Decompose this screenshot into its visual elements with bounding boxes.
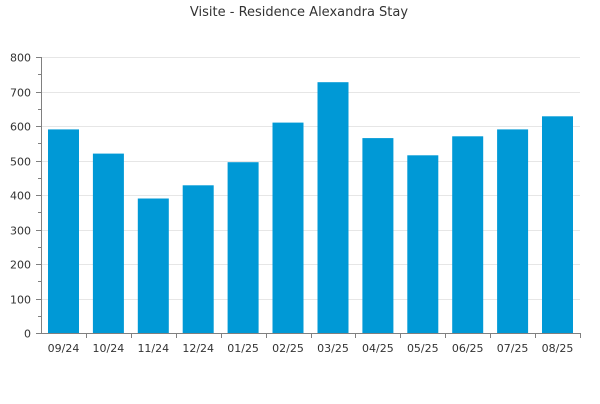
x-tick-label-02-25: 02/25 <box>272 342 304 355</box>
bar-01-25[interactable] <box>227 162 259 333</box>
y-tick-label-300: 300 <box>10 225 31 238</box>
x-tick-label-09-24: 09/24 <box>48 342 80 355</box>
y-tick-labels: 0 100 200 300 400 500 600 700 800 <box>10 52 31 341</box>
bar-08-25[interactable] <box>542 116 573 333</box>
y-tick-label-400: 400 <box>10 190 31 203</box>
bar-09-24[interactable] <box>48 129 79 333</box>
y-tick-label-700: 700 <box>10 87 31 100</box>
x-tick-label-11-24: 11/24 <box>137 342 169 355</box>
bar-02-25[interactable] <box>272 122 304 333</box>
bar-04-25[interactable] <box>362 138 394 333</box>
x-tick-labels: 09/24 10/24 11/24 12/24 01/25 02/25 03/25 04/25… <box>48 342 574 355</box>
x-tick-label-08-25: 08/25 <box>542 342 574 355</box>
x-tick-label-04-25: 04/25 <box>362 342 394 355</box>
x-tick-label-03-25: 03/25 <box>317 342 349 355</box>
bars <box>48 82 573 333</box>
x-tick-label-05-25: 05/25 <box>407 342 439 355</box>
bar-12-24[interactable] <box>182 185 214 333</box>
x-tick-label-01-25: 01/25 <box>227 342 259 355</box>
bar-11-24[interactable] <box>137 198 169 334</box>
x-tick-label-07-25: 07/25 <box>497 342 529 355</box>
x-tick-label-12-24: 12/24 <box>182 342 214 355</box>
bar-10-24[interactable] <box>92 153 124 333</box>
x-tick-label-10-24: 10/24 <box>93 342 125 355</box>
grid-lines <box>41 57 580 300</box>
bar-05-25[interactable] <box>407 155 439 333</box>
bar-06-25[interactable] <box>452 136 484 333</box>
chart-title: Visite - Residence Alexandra Stay <box>190 5 408 20</box>
bar-03-25[interactable] <box>317 82 349 333</box>
y-tick-label-100: 100 <box>10 294 31 307</box>
axes <box>36 57 581 338</box>
x-tick-label-06-25: 06/25 <box>452 342 484 355</box>
bar-07-25[interactable] <box>497 129 529 333</box>
y-tick-label-0: 0 <box>24 328 31 341</box>
y-tick-label-200: 200 <box>10 259 31 272</box>
y-tick-label-800: 800 <box>10 52 31 65</box>
y-tick-label-500: 500 <box>10 156 31 169</box>
y-tick-label-600: 600 <box>10 121 31 134</box>
